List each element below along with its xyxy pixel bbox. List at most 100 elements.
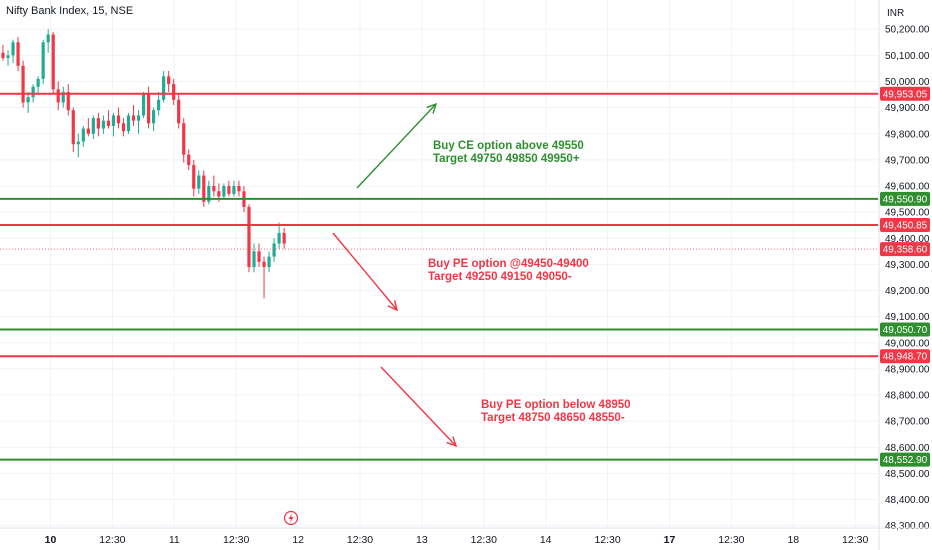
candle-body [267,256,271,268]
candle-body [217,191,221,197]
level-price-tag [880,322,930,337]
y-tick-label: 49,200.00 [885,286,930,297]
candle-body [116,115,121,124]
candle-body [282,233,286,244]
x-tick-label: 12:30 [347,534,373,546]
candle-body [36,78,40,87]
y-tick-label: 49,700.00 [885,155,930,166]
candle-body [141,94,146,116]
arrow-shaft [356,103,437,189]
arrow-down-pe-1[interactable] [332,232,399,312]
y-tick-label: 48,300.00 [885,521,930,532]
level-price-tag [880,452,930,467]
candle-body [136,115,141,121]
candle-body [46,34,50,43]
event-marker-bolt [288,513,294,524]
level-price-tag [880,217,930,232]
candle-body [91,118,95,134]
candle-body [71,110,75,145]
x-tick-label: 12:30 [471,534,497,546]
candle-body [252,251,256,268]
level-price-label: 49,050.70 [883,325,928,336]
candle-body [16,42,20,66]
annotation-ce-line2: Target 49750 49850 49950+ [433,153,580,165]
candle-body [86,128,90,134]
x-tick-label: 17 [664,534,676,546]
y-tick-label: 49,600.00 [885,182,930,193]
candle-body [247,206,251,268]
level-price-tag [880,349,930,364]
candle-body [277,233,281,244]
level-price-tag [880,86,930,101]
x-tick-label: 12:30 [842,534,868,546]
annotation-pe-1-line2: Target 49250 49150 49050- [428,271,572,283]
level-price-tag [880,191,930,206]
level-price-label: 49,450.85 [883,220,928,231]
candle-body [106,120,111,126]
candle-body [177,99,181,124]
candle-body [66,91,70,111]
candle-body [237,186,241,192]
y-tick-label: 49,500.00 [885,208,930,219]
arrow-head [387,300,399,312]
candle-body [222,186,226,197]
lightning-icon[interactable] [283,510,299,526]
level-price-label: 49,550.90 [883,194,928,205]
arrow-down-pe-2[interactable] [380,366,458,448]
y-tick-label: 48,400.00 [885,495,930,506]
candle-body [202,175,206,202]
annotation-pe-1: Buy PE option @49450-49400 Target 49250 … [428,258,589,284]
candle-body [76,141,80,145]
candle-body [212,186,216,192]
y-tick-label: 49,300.00 [885,260,930,271]
last-price-tag [880,242,930,257]
currency-label[interactable]: INR [887,8,905,19]
candle-body [162,76,166,100]
price-axis[interactable]: 50,200.00 50,100.00 50,000.00 49,900.00 49,8… [878,0,930,550]
y-tick-label: 49,400.00 [885,234,930,245]
arrow-head [426,102,438,114]
candle-body [182,123,186,155]
x-tick-label: 11 [169,534,180,546]
candle-body [172,84,176,100]
candle-body [197,175,201,189]
y-tick-label: 48,800.00 [885,391,930,402]
last-price-label: 49,358.60 [883,245,928,256]
candle-body [81,128,85,142]
candlesticks [1,29,286,299]
candle-body [227,186,231,194]
annotation-pe-2-line2: Target 48750 48650 48550- [481,412,625,424]
x-tick-label: 12 [292,534,304,546]
candle-body [121,123,126,132]
time-axis[interactable]: 10 12:30 11 12:30 12 12:30 13 12:30 14 12:30 17 12:… [0,527,932,546]
x-tick-label: 13 [416,534,428,546]
candle-body [232,186,236,194]
annotation-ce: Buy CE option above 49550 Target 49750 4… [433,140,584,166]
candle-body [31,86,35,98]
candle-body [51,34,55,90]
x-tick-label: 10 [45,534,57,546]
candle-body [26,97,30,103]
arrow-up-ce[interactable] [356,102,438,189]
y-tick-label: 48,600.00 [885,443,930,454]
y-tick-label: 48,900.00 [885,364,930,375]
candle-body [11,42,15,56]
x-tick-label: 14 [540,534,552,546]
arrow-head [446,436,458,448]
y-tick-label: 50,200.00 [885,25,930,36]
annotation-pe-2: Buy PE option below 48950 Target 48750 4… [481,399,631,425]
candle-body [56,89,60,103]
candle-body [101,120,105,129]
candle-body [6,55,10,58]
trend-arrows [332,102,458,448]
y-tick-label: 50,100.00 [885,51,930,62]
candle-body [157,99,161,111]
annotation-pe-2-line1: Buy PE option below 48950 [481,399,631,411]
candle-body [111,115,116,126]
candle-body [187,154,191,166]
x-tick-label: 12:30 [223,534,249,546]
level-lines [0,92,878,461]
x-tick-label: 12:30 [718,534,744,546]
chart-grid [0,0,878,528]
